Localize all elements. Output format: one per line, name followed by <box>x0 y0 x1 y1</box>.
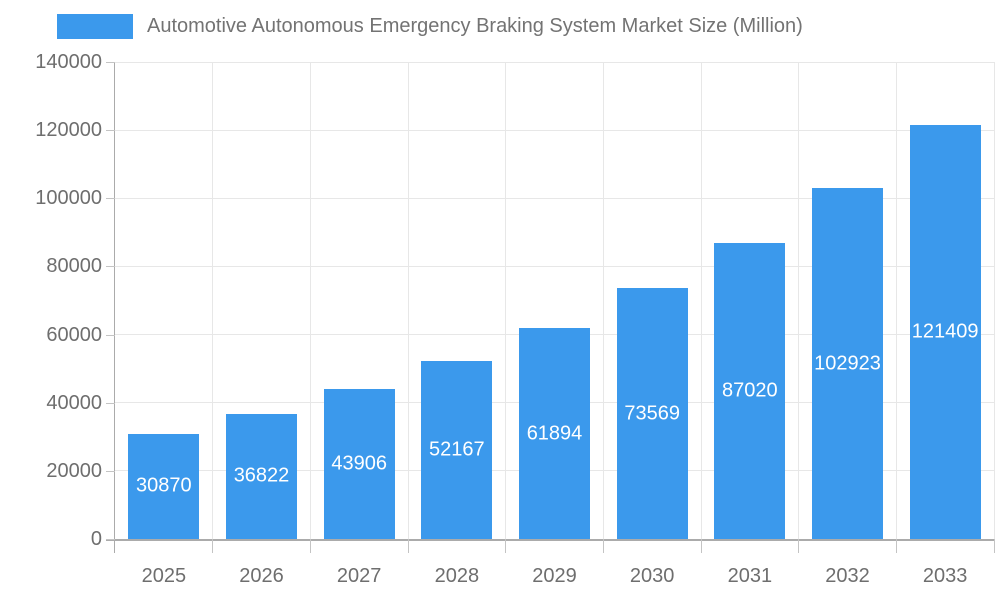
x-axis-tick-label: 2029 <box>532 565 577 587</box>
y-axis-tick <box>106 266 115 268</box>
horizontal-gridline <box>115 265 994 267</box>
bar-2033[interactable]: 121409 <box>909 125 981 539</box>
vertical-gridline <box>212 62 214 539</box>
x-axis-tick-label: 2028 <box>434 565 480 587</box>
x-axis-tick-label: 2030 <box>629 565 675 587</box>
y-axis-tick-label: 80000 <box>46 255 102 278</box>
y-axis-tick <box>106 470 115 472</box>
y-axis-tick <box>106 334 115 336</box>
bar-2030[interactable]: 73569 <box>616 288 688 539</box>
bar-value-label: 30870 <box>136 474 192 497</box>
legend-swatch <box>57 14 133 39</box>
bar-value-label: 121409 <box>911 320 979 343</box>
x-axis-labels: 2025 2026 2027 2028 2029 2030 2031 2032 2033 <box>115 564 994 590</box>
vertical-gridline <box>505 62 507 539</box>
plot-area: 30870 36822 43906 52167 61894 73569 87020 10292… <box>115 61 995 539</box>
y-axis-tick-label: 120000 <box>35 119 102 142</box>
x-axis-tick-label: 2031 <box>727 565 773 587</box>
vertical-gridline <box>798 62 800 539</box>
x-axis-tick-label: 2026 <box>239 565 284 587</box>
x-axis-tick <box>993 539 995 553</box>
x-axis-tick-label: 2032 <box>825 565 870 587</box>
y-axis-tick-label: 60000 <box>46 323 102 346</box>
bar-2026[interactable]: 36822 <box>226 413 297 539</box>
y-axis-tick <box>106 198 115 200</box>
bar-value-label: 61894 <box>526 422 583 445</box>
x-axis-tick <box>700 539 702 553</box>
horizontal-gridline <box>115 129 994 131</box>
y-axis-tick <box>106 539 115 540</box>
horizontal-gridline <box>115 61 994 63</box>
y-axis-tick-label: 20000 <box>46 459 102 482</box>
vertical-gridline <box>602 62 604 539</box>
horizontal-gridline <box>115 197 994 199</box>
y-axis-tick <box>106 130 115 132</box>
x-axis-tick-label: 2025 <box>141 565 187 587</box>
bar-value-label: 36822 <box>233 464 290 487</box>
vertical-gridline <box>993 62 995 539</box>
x-axis-line <box>106 539 994 541</box>
vertical-gridline <box>700 62 702 539</box>
bar-2027[interactable]: 43906 <box>323 389 395 539</box>
y-axis-tick <box>106 402 115 404</box>
bar-value-label: 102923 <box>814 352 881 375</box>
bar-value-label: 52167 <box>429 438 485 461</box>
bar-2032[interactable]: 102923 <box>812 188 883 539</box>
bar-2028[interactable]: 52167 <box>421 361 493 539</box>
vertical-gridline <box>309 62 311 539</box>
x-axis-tick <box>309 539 311 553</box>
x-axis-tick <box>895 539 897 553</box>
bar-value-label: 73569 <box>624 402 680 425</box>
x-axis-tick <box>602 539 604 553</box>
y-axis-tick-label: 100000 <box>35 187 102 210</box>
y-axis-tick-label: 40000 <box>46 391 102 414</box>
bar-2029[interactable]: 61894 <box>519 328 590 539</box>
y-axis-tick <box>106 62 115 63</box>
y-axis-tick-label: 0 <box>90 528 102 550</box>
bar-2025[interactable]: 30870 <box>128 433 200 539</box>
x-axis-tick-label: 2027 <box>336 565 382 587</box>
chart-legend[interactable]: Automotive Autonomous Emergency Braking … <box>57 14 803 39</box>
bar-value-label: 87020 <box>722 379 778 402</box>
x-axis-tick <box>212 539 214 553</box>
y-axis-labels: 0 20000 40000 60000 80000 100000 120000 140000 <box>0 0 102 600</box>
x-axis-tick <box>798 539 800 553</box>
vertical-gridline <box>407 62 409 539</box>
x-axis-tick-label: 2033 <box>922 565 968 587</box>
bar-value-label: 43906 <box>331 452 387 475</box>
y-axis-tick-label: 140000 <box>35 51 102 73</box>
y-axis-line <box>114 62 115 553</box>
x-axis-tick <box>407 539 409 553</box>
legend-label: Automotive Autonomous Emergency Braking … <box>147 15 803 37</box>
vertical-gridline <box>895 62 897 539</box>
bar-2031[interactable]: 87020 <box>714 242 786 539</box>
x-axis-tick <box>505 539 507 553</box>
